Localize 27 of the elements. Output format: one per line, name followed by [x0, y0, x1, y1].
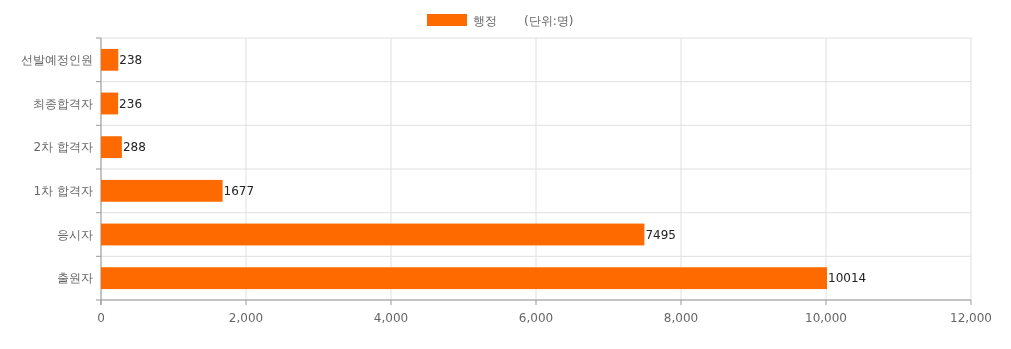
data-label: 288: [122, 140, 146, 155]
bar: [101, 223, 645, 246]
x-tick-label: 2,000: [228, 311, 264, 325]
y-tick-label: 최종합격자: [33, 96, 93, 111]
x-tick-label: 6,000: [518, 311, 554, 325]
x-tick-label: 12,000: [950, 311, 992, 325]
bar: [101, 267, 828, 290]
x-tick-label: 4,000: [373, 311, 409, 325]
y-tick-label: 응시자: [57, 227, 93, 242]
y-tick-label: 선발예정인원: [21, 52, 93, 67]
bar: [101, 92, 119, 115]
bar: [101, 179, 223, 202]
data-label: 10014: [828, 271, 867, 286]
data-label: 236: [119, 96, 143, 111]
data-label: 1677: [223, 183, 255, 198]
text: (단위:명): [524, 14, 574, 28]
y-tick-label: 1차 합격자: [33, 183, 93, 198]
data-label: 7495: [645, 227, 676, 242]
x-tick-label: 8,000: [663, 311, 699, 325]
data-label: 238: [119, 52, 143, 67]
y-tick-label: 출원자: [57, 271, 93, 286]
x-tick-label: 10,000: [805, 311, 847, 325]
x-tick-label: 0: [97, 311, 105, 325]
bar: [101, 136, 122, 159]
bar: [101, 48, 119, 71]
y-tick-label: 2차 합격자: [33, 140, 93, 155]
legend-label: 행정: [473, 14, 497, 28]
